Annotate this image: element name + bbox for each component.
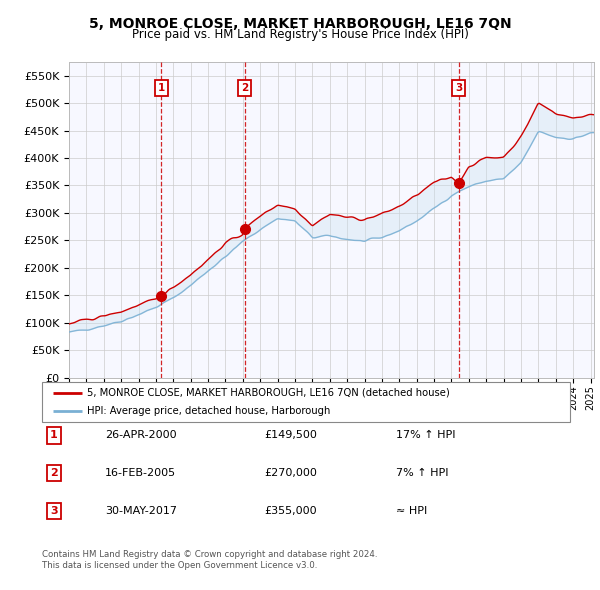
Text: 30-MAY-2017: 30-MAY-2017 xyxy=(105,506,177,516)
FancyBboxPatch shape xyxy=(42,382,570,422)
Text: ≈ HPI: ≈ HPI xyxy=(396,506,427,516)
Text: 5, MONROE CLOSE, MARKET HARBOROUGH, LE16 7QN: 5, MONROE CLOSE, MARKET HARBOROUGH, LE16… xyxy=(89,17,511,31)
Text: 3: 3 xyxy=(50,506,58,516)
Text: £149,500: £149,500 xyxy=(264,431,317,440)
Text: 1: 1 xyxy=(158,83,165,93)
Text: Price paid vs. HM Land Registry's House Price Index (HPI): Price paid vs. HM Land Registry's House … xyxy=(131,28,469,41)
Text: 17% ↑ HPI: 17% ↑ HPI xyxy=(396,431,455,440)
Text: 16-FEB-2005: 16-FEB-2005 xyxy=(105,468,176,478)
Text: 2: 2 xyxy=(50,468,58,478)
Text: 1: 1 xyxy=(50,431,58,440)
Text: HPI: Average price, detached house, Harborough: HPI: Average price, detached house, Harb… xyxy=(87,406,330,416)
Text: £355,000: £355,000 xyxy=(264,506,317,516)
Text: Contains HM Land Registry data © Crown copyright and database right 2024.: Contains HM Land Registry data © Crown c… xyxy=(42,550,377,559)
Text: This data is licensed under the Open Government Licence v3.0.: This data is licensed under the Open Gov… xyxy=(42,560,317,569)
Text: 5, MONROE CLOSE, MARKET HARBOROUGH, LE16 7QN (detached house): 5, MONROE CLOSE, MARKET HARBOROUGH, LE16… xyxy=(87,388,449,398)
Text: 7% ↑ HPI: 7% ↑ HPI xyxy=(396,468,449,478)
Text: 3: 3 xyxy=(455,83,463,93)
Text: £270,000: £270,000 xyxy=(264,468,317,478)
Text: 26-APR-2000: 26-APR-2000 xyxy=(105,431,176,440)
Text: 2: 2 xyxy=(241,83,248,93)
